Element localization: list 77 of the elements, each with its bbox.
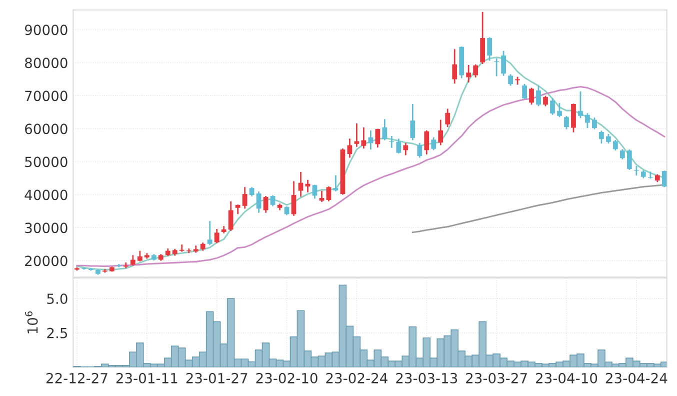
candlestick	[403, 142, 408, 156]
candlestick	[354, 122, 360, 148]
candlestick	[662, 170, 667, 188]
candlestick	[508, 74, 513, 86]
candlestick	[452, 48, 458, 84]
candlestick	[473, 64, 478, 78]
candlestick	[270, 194, 276, 207]
y-tick-label: 20000	[25, 256, 68, 266]
x-tick-label: 23-04-24	[606, 372, 668, 384]
candlestick	[312, 184, 318, 200]
y-axis-title: 10$^{6}$	[25, 311, 38, 334]
candlestick	[375, 128, 380, 148]
candlestick	[368, 130, 374, 150]
candlestick	[557, 102, 562, 118]
candlestick	[620, 148, 625, 160]
y-tick-label: 90000	[24, 24, 68, 36]
candlestick	[361, 126, 366, 150]
x-tick-label: 23-04-10	[536, 372, 598, 384]
candlestick	[585, 112, 590, 129]
line-series	[76, 86, 666, 268]
x-tick-label: 23-03-27	[466, 372, 527, 384]
candlestick	[536, 85, 541, 107]
candlestick	[445, 108, 450, 128]
candlestick	[410, 103, 416, 141]
x-tick-label: 22-12-27	[46, 372, 108, 384]
candlestick	[242, 186, 248, 210]
y-tick-label: 80000	[25, 58, 68, 68]
y-tick-label: 40000	[24, 190, 68, 200]
candlestick	[592, 116, 597, 130]
y-tick-label: 30000	[25, 222, 68, 234]
candlestick	[438, 119, 444, 146]
candlestick	[347, 138, 352, 158]
candlestick	[179, 244, 184, 252]
candlestick	[228, 200, 234, 232]
y-tick-label: 50000	[25, 156, 68, 168]
candlestick	[501, 50, 506, 77]
candlestick	[599, 130, 604, 144]
candlestick	[389, 135, 394, 149]
candlestick	[487, 36, 492, 62]
candlestick	[466, 64, 472, 84]
candlestick	[626, 148, 632, 171]
candlestick	[333, 174, 338, 192]
candlestick	[424, 130, 430, 156]
candlestick	[396, 138, 402, 154]
candlestick	[612, 139, 618, 152]
candlestick	[550, 97, 555, 116]
candlestick	[326, 186, 332, 202]
candlestick	[564, 115, 569, 130]
candlestick	[207, 220, 212, 246]
candlestick	[522, 83, 527, 100]
y-tick-label: 60000	[25, 124, 68, 134]
candlestick	[130, 254, 136, 266]
x-tick-label: 23-02-24	[326, 372, 388, 384]
candlestick	[263, 195, 268, 214]
candlestick	[417, 142, 422, 158]
x-tick-label: 23-01-11	[116, 372, 178, 384]
x-tick-label: 23-02-10	[256, 372, 318, 384]
candlestick	[529, 87, 534, 106]
candlestick	[214, 228, 220, 244]
candlestick	[291, 180, 296, 217]
x-tick-label: 23-01-27	[186, 372, 248, 384]
candlestick	[578, 90, 583, 119]
y-tick-label: 70000	[25, 90, 68, 102]
y-tick-label: 5.0	[47, 294, 68, 304]
candlestick	[431, 136, 436, 151]
candlestick	[235, 204, 240, 215]
candlestick	[648, 170, 653, 180]
y-tick-label: 2.5	[47, 328, 68, 338]
candlestick	[123, 262, 128, 269]
candlestick	[606, 133, 611, 144]
candlestick	[543, 95, 548, 107]
candlestick	[137, 250, 142, 262]
candlestick	[249, 186, 254, 198]
candlestick	[256, 190, 262, 214]
candlestick	[382, 118, 388, 141]
x-tick-label: 23-03-13	[396, 372, 458, 384]
candlestick	[571, 102, 576, 134]
